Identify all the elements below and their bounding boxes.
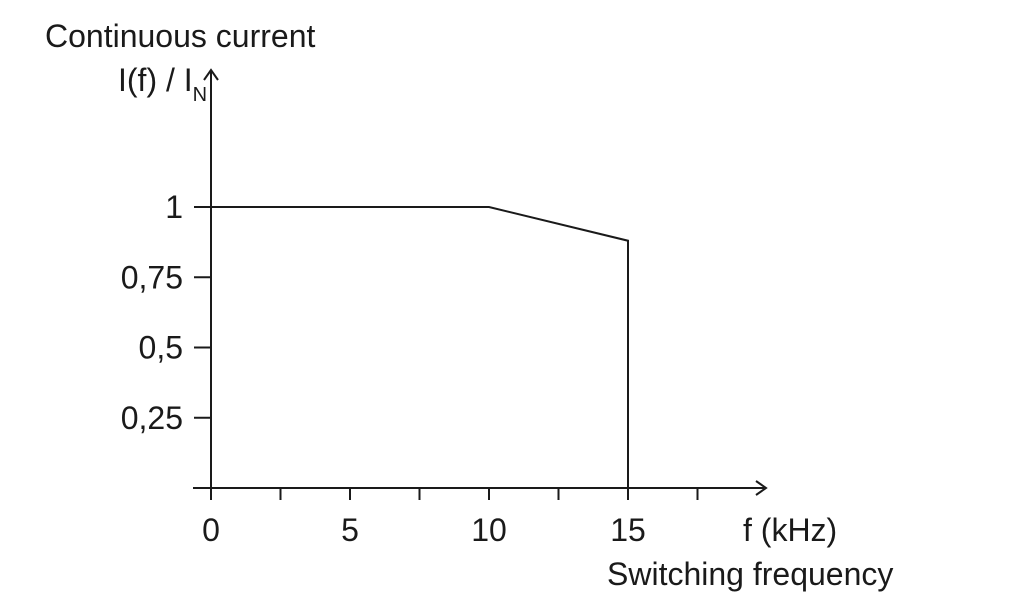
x-axis-unit-label: f (kHz) xyxy=(743,512,837,548)
y-tick-label: 1 xyxy=(165,189,183,225)
x-tick-label: 10 xyxy=(471,512,507,548)
y-tick-label: 0,75 xyxy=(121,259,183,295)
y-axis-label: I(f) / IN xyxy=(118,62,207,106)
x-tick-label: 0 xyxy=(202,512,220,548)
y-axis-label-subscript: N xyxy=(193,84,207,106)
y-axis-arrow xyxy=(203,68,219,81)
x-tick-label: 5 xyxy=(341,512,359,548)
y-tick-label: 0,25 xyxy=(121,400,183,436)
y-axis-title: Continuous current xyxy=(45,18,315,54)
y-axis-label-main: I(f) / I xyxy=(118,62,193,98)
x-axis-title: Switching frequency xyxy=(607,556,893,592)
y-tick-label: 0,5 xyxy=(139,330,183,366)
x-tick-label: 15 xyxy=(610,512,646,548)
derating-curve xyxy=(211,206,629,488)
x-axis-arrow xyxy=(755,480,768,496)
